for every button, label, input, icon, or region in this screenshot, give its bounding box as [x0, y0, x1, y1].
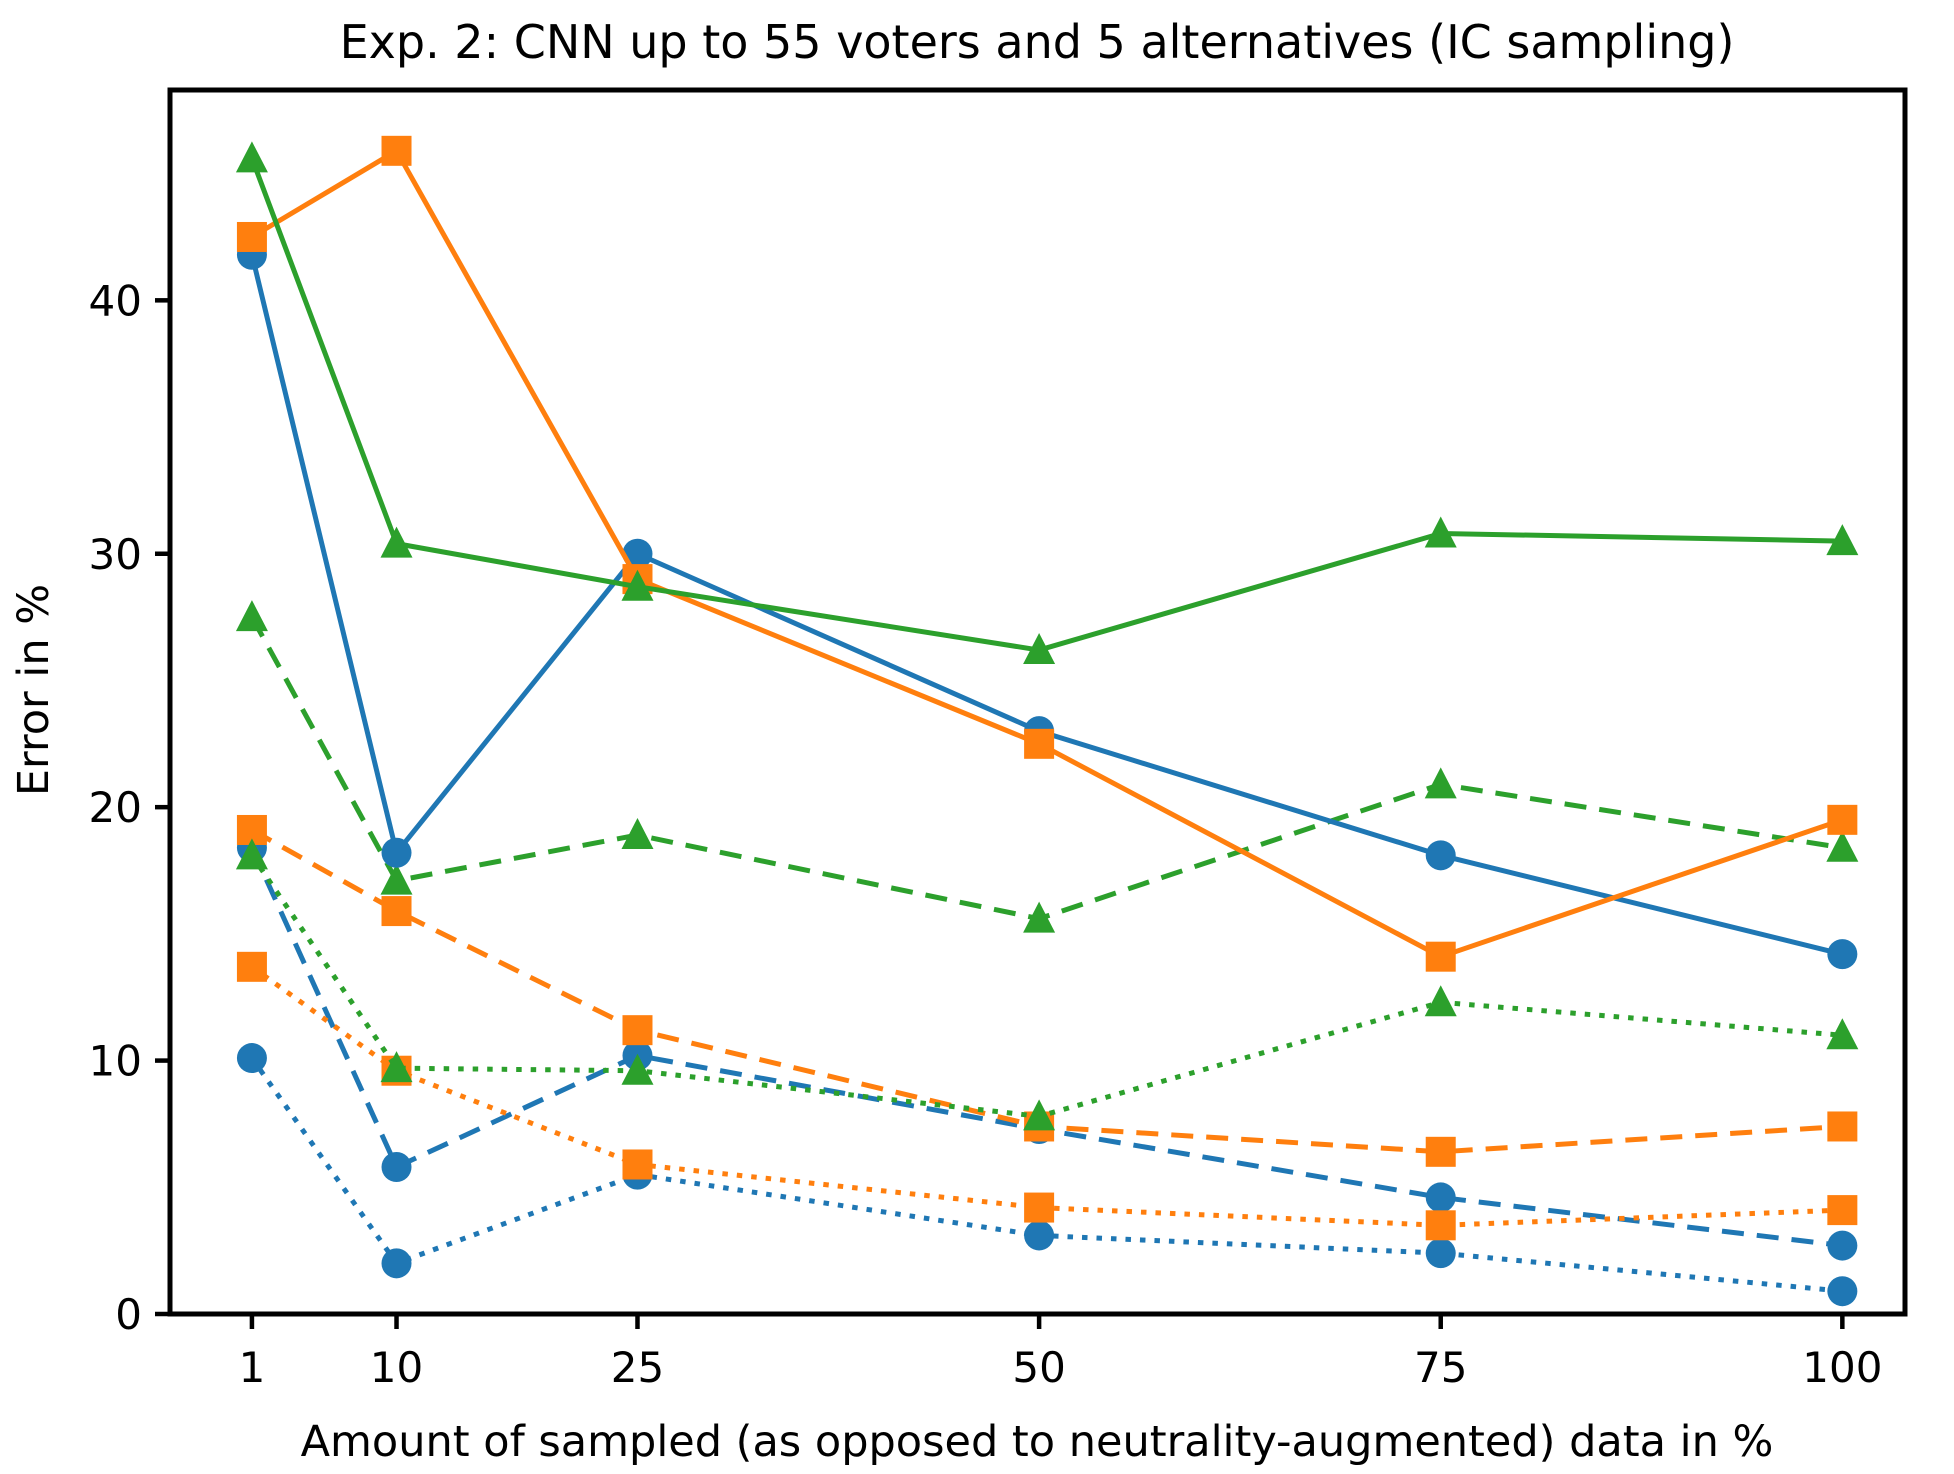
marker-blue-dashed-x100: [1827, 1230, 1858, 1261]
marker-orange-dotted-x25: [622, 1149, 653, 1180]
series-blue-dotted: [236, 1043, 1858, 1307]
marker-green-solid-x50: [1023, 633, 1056, 665]
marker-blue-dotted-x10: [381, 1248, 412, 1279]
marker-blue-solid-x100: [1827, 939, 1858, 970]
marker-orange-solid-x100: [1827, 804, 1858, 835]
x-tick-label-75: 75: [1414, 1343, 1467, 1392]
marker-orange-solid-x50: [1024, 728, 1055, 759]
marker-orange-dotted-x50: [1024, 1192, 1055, 1223]
series-line-orange-dotted: [250, 964, 1843, 1228]
series-orange-dotted: [236, 951, 1858, 1241]
series-line-blue-solid: [249, 254, 1843, 957]
marker-orange-solid-x10: [381, 135, 412, 166]
marker-green-dashed-x25: [621, 818, 654, 850]
marker-blue-solid-x10: [381, 837, 412, 868]
marker-green-dashed-x100: [1826, 830, 1859, 862]
marker-orange-dotted-x1: [236, 951, 267, 982]
marker-green-dashed-x50: [1023, 901, 1056, 933]
marker-orange-dotted-x75: [1425, 1210, 1456, 1241]
marker-green-solid-x75: [1424, 516, 1457, 548]
marker-green-dotted-x1: [235, 838, 268, 870]
marker-green-solid-x10: [380, 526, 413, 558]
marker-green-dotted-x100: [1826, 1018, 1859, 1050]
marker-blue-dotted-x1: [236, 1043, 267, 1074]
marker-green-dotted-x25: [621, 1053, 654, 1085]
series-line-blue-dotted: [249, 1056, 1843, 1294]
marker-green-solid-x100: [1826, 524, 1859, 556]
marker-orange-dashed-x75: [1425, 1136, 1456, 1167]
marker-green-dashed-x1: [235, 600, 268, 632]
marker-green-solid-x1: [235, 141, 268, 173]
y-axis: 0 10 20 30 40: [89, 276, 170, 1339]
y-tick-label-40: 40: [89, 276, 142, 325]
series-green-dotted: [235, 838, 1859, 1131]
marker-orange-dashed-x100: [1827, 1111, 1858, 1142]
marker-orange-dashed-x10: [381, 896, 412, 927]
marker-green-dotted-x50: [1023, 1099, 1056, 1131]
marker-blue-dotted-x75: [1425, 1238, 1456, 1269]
marker-green-dotted-x10: [380, 1051, 413, 1083]
x-tick-label-1: 1: [239, 1343, 266, 1392]
series-green-dashed: [235, 600, 1859, 933]
x-axis-label: Amount of sampled (as opposed to neutral…: [301, 1417, 1774, 1467]
series-orange-dashed: [236, 814, 1858, 1167]
series-orange-solid: [236, 135, 1858, 972]
series-green-solid: [235, 141, 1859, 665]
marker-blue-dashed-x75: [1425, 1182, 1456, 1213]
series-line-green-dashed: [249, 615, 1843, 922]
x-tick-label-25: 25: [611, 1343, 664, 1392]
marker-blue-solid-x75: [1425, 840, 1456, 871]
marker-blue-dotted-x50: [1024, 1220, 1055, 1251]
marker-green-solid-x25: [621, 569, 654, 601]
x-tick-label-50: 50: [1012, 1343, 1065, 1392]
marker-green-dashed-x10: [380, 863, 413, 895]
series-line-blue-dashed: [249, 846, 1843, 1249]
marker-orange-dashed-x25: [622, 1015, 653, 1046]
y-tick-label-10: 10: [89, 1037, 142, 1086]
marker-orange-solid-x75: [1425, 941, 1456, 972]
x-tick-label-100: 100: [1802, 1343, 1882, 1392]
chart-title: Exp. 2: CNN up to 55 voters and 5 altern…: [340, 15, 1735, 69]
y-tick-label-30: 30: [89, 530, 142, 579]
x-tick-label-10: 10: [370, 1343, 423, 1392]
series-line-green-solid: [249, 157, 1843, 653]
marker-orange-dotted-x100: [1827, 1195, 1858, 1226]
y-tick-label-0: 0: [115, 1290, 142, 1339]
series-line-orange-dashed: [250, 827, 1843, 1155]
marker-blue-dotted-x100: [1827, 1276, 1858, 1307]
x-axis: 1 10 25 50 75 100: [239, 1314, 1882, 1392]
series-line-orange-solid: [250, 147, 1844, 960]
series-blue-solid: [236, 239, 1858, 970]
marker-blue-dashed-x10: [381, 1152, 412, 1183]
series-line-green-dotted: [249, 853, 1843, 1119]
marker-green-dashed-x75: [1424, 767, 1457, 799]
y-tick-label-20: 20: [89, 783, 142, 832]
y-axis-label: Error in %: [9, 584, 59, 796]
series-layer: [235, 135, 1859, 1307]
marker-orange-solid-x1: [236, 221, 267, 252]
marker-green-dotted-x75: [1424, 985, 1457, 1017]
